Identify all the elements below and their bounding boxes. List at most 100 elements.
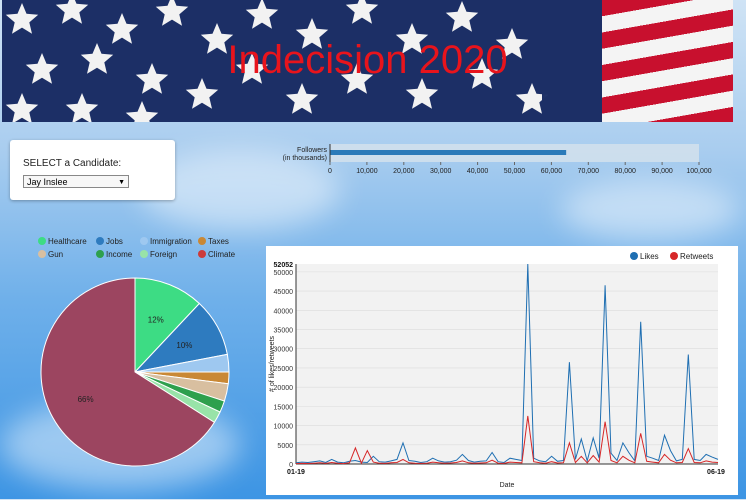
flag-banner: Indecision 2020 [2, 0, 733, 122]
star-icon [55, 0, 89, 24]
legend-dot-icon [140, 237, 148, 245]
legend-label: Immigration [150, 237, 192, 246]
star-icon [5, 93, 39, 122]
y-tick-label: 45000 [274, 289, 294, 296]
followers-tick-label: 40,000 [467, 168, 489, 175]
legend-dot-icon [96, 237, 104, 245]
star-icon [65, 93, 99, 122]
legend-dot-icon [140, 250, 148, 258]
candidate-select-label: SELECT a Candidate: [23, 158, 122, 169]
x-tick-label: 01-19 [287, 469, 305, 476]
candidate-select[interactable]: Jay Inslee ▼ [23, 175, 129, 188]
legend-item-healthcare[interactable]: Healthcare [38, 237, 87, 246]
star-icon [200, 23, 234, 54]
y-tick-label: 40000 [274, 308, 294, 315]
pie-slice-climate[interactable] [40, 277, 216, 467]
followers-label-line2: (in thousands) [283, 155, 327, 162]
star-icon [235, 53, 269, 84]
y-tick-label: 25000 [274, 366, 294, 373]
y-tick-label: 10000 [274, 424, 294, 431]
y-tick-label: 15000 [274, 404, 294, 411]
candidate-select-value: Jay Inslee [27, 177, 68, 187]
y-tick-label: 20000 [274, 385, 294, 392]
y-tick-label: 5000 [277, 443, 293, 450]
star-icon [395, 23, 429, 54]
y-tick-label: 30000 [274, 347, 294, 354]
legend-label: Foreign [150, 250, 178, 259]
followers-tick-label: 20,000 [393, 168, 415, 175]
legend-label: Jobs [106, 237, 123, 246]
pie-slice-label: 10% [176, 341, 192, 350]
pie-slice-label: 66% [78, 395, 94, 404]
followers-tick-label: 90,000 [651, 168, 673, 175]
x-tick-label: 06-19 [707, 469, 725, 476]
y-tick-label: 0 [289, 462, 293, 469]
star-icon [105, 13, 139, 44]
y-tick-label: 50000 [274, 270, 294, 277]
star-field [5, 0, 549, 122]
topic-pie-chart: 12% 10% 66% [40, 277, 230, 467]
legend-label: Income [106, 250, 133, 259]
star-icon [515, 83, 549, 114]
star-icon [80, 43, 114, 74]
legend-item-jobs[interactable]: Jobs [96, 237, 123, 246]
star-icon [345, 0, 379, 24]
star-icon [405, 78, 439, 109]
followers-tick-label: 30,000 [430, 168, 452, 175]
star-icon [295, 18, 329, 49]
x-axis-title: Date [500, 482, 515, 489]
series-line-retweets [295, 415, 719, 465]
followers-tick-label: 10,000 [356, 168, 378, 175]
y-max-label: 52052 [274, 262, 294, 269]
star-icon [185, 78, 219, 109]
page-title: Indecision 2020 [227, 38, 508, 82]
line-legend-label[interactable]: Retweets [680, 252, 713, 261]
legend-dot-icon [38, 250, 46, 258]
star-icon [135, 63, 169, 94]
legend-dot-icon [670, 252, 678, 260]
legend-dot-icon [96, 250, 104, 258]
y-tick-label: 35000 [274, 328, 294, 335]
star-icon [340, 63, 374, 94]
pie-slice-healthcare[interactable] [134, 277, 201, 374]
legend-item-income[interactable]: Income [96, 250, 132, 259]
engagement-line-chart: 0 5000 10000 15000 20000 25000 30000 35000 40000… [269, 252, 725, 489]
star-icon [5, 3, 39, 34]
followers-bar [330, 150, 567, 155]
star-icon [465, 58, 499, 89]
followers-label-line1: Followers [297, 147, 327, 154]
star-icon [445, 1, 479, 32]
legend-item-gun[interactable]: Gun [38, 250, 63, 259]
legend-label: Climate [208, 250, 236, 259]
star-icon [125, 101, 159, 122]
legend-item-foreign[interactable]: Foreign [140, 250, 177, 259]
star-icon [245, 0, 279, 29]
legend-dot-icon [198, 250, 206, 258]
followers-tick-label: 100,000 [686, 168, 711, 175]
star-icon [155, 0, 189, 26]
candidate-select-card: SELECT a Candidate: Jay Inslee ▼ [10, 140, 175, 200]
legend-item-climate[interactable]: Climate [198, 250, 235, 259]
legend-item-immigration[interactable]: Immigration [140, 237, 192, 246]
followers-chart: Followers (in thousands) 0 10,000 20,000 30… [283, 144, 712, 175]
star-icon [495, 28, 529, 59]
y-axis-title: # of likes/retweets [269, 335, 276, 392]
pie-slice-label: 12% [148, 316, 164, 325]
legend-label: Gun [48, 250, 64, 259]
legend-label: Healthcare [48, 237, 87, 246]
flag-stripes [602, 0, 733, 122]
plot-area [296, 264, 718, 464]
followers-tick-label: 50,000 [504, 168, 526, 175]
star-icon [285, 83, 319, 114]
series-line-likes [295, 263, 719, 464]
legend-item-taxes[interactable]: Taxes [198, 237, 229, 246]
legend-dot-icon [38, 237, 46, 245]
legend-label: Taxes [208, 237, 229, 246]
legend-dot-icon [198, 237, 206, 245]
followers-tick-label: 0 [328, 168, 332, 175]
dropdown-arrow-icon: ▼ [118, 179, 125, 186]
line-legend-label[interactable]: Likes [640, 252, 659, 261]
followers-tick-label: 80,000 [614, 168, 636, 175]
engagement-chart-card: 0 5000 10000 15000 20000 25000 30000 35000 40000… [266, 246, 738, 495]
legend-dot-icon [630, 252, 638, 260]
